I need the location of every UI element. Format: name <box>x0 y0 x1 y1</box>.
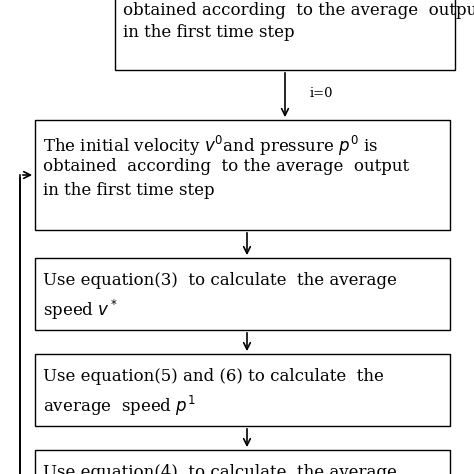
Text: speed $v^*$: speed $v^*$ <box>43 298 118 322</box>
Bar <box>35 120 450 230</box>
Text: Use equation(3)  to calculate  the average: Use equation(3) to calculate the average <box>43 272 397 289</box>
Text: Use equation(4)  to calculate  the average: Use equation(4) to calculate the average <box>43 464 397 474</box>
Text: average  speed $p^1$: average speed $p^1$ <box>43 394 196 418</box>
Text: in the first time step: in the first time step <box>123 24 295 41</box>
Text: in the first time step: in the first time step <box>43 182 215 199</box>
Text: Use equation(5) and (6) to calculate  the: Use equation(5) and (6) to calculate the <box>43 368 384 385</box>
Bar <box>35 354 450 426</box>
Text: obtained  according  to the average  output: obtained according to the average output <box>43 158 409 175</box>
Text: i=0: i=0 <box>310 86 334 100</box>
Text: obtained according  to the average  output: obtained according to the average output <box>123 2 474 19</box>
Bar <box>115 0 455 70</box>
Text: The initial velocity $v^0$and pressure $p^0$ is: The initial velocity $v^0$and pressure $… <box>43 134 378 158</box>
Bar <box>35 258 450 330</box>
Bar <box>35 450 450 474</box>
